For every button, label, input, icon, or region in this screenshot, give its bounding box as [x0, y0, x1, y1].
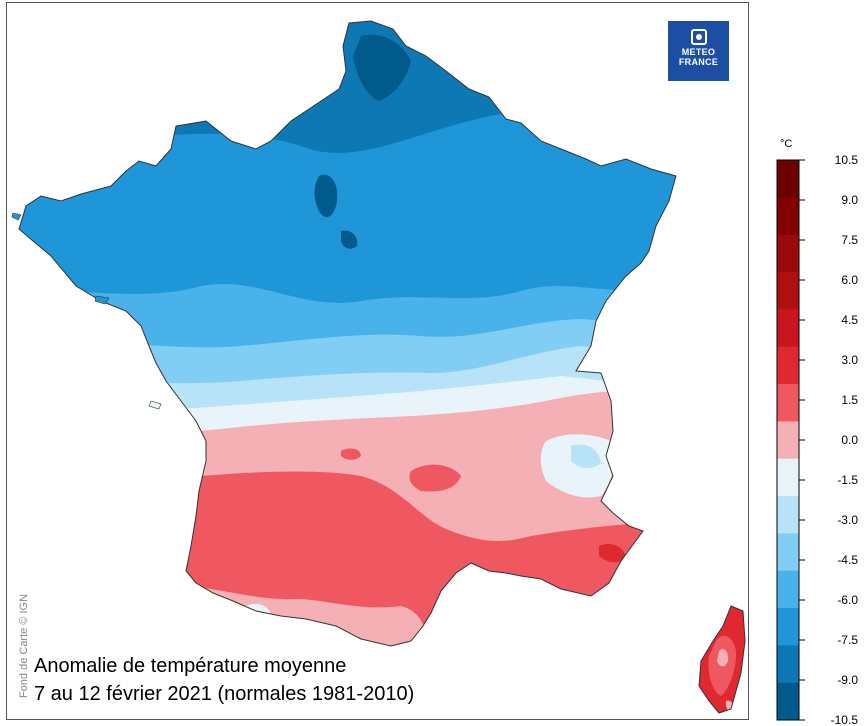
- caption-line2: 7 au 12 février 2021 (normales 1981-2010…: [34, 683, 415, 705]
- legend-tick-label: -1.5: [837, 473, 858, 487]
- anomaly-map: [11, 20, 746, 714]
- legend-swatch: [777, 234, 799, 273]
- legend-tick-label: 0.0: [841, 433, 858, 447]
- legend-tick-label: -7.5: [837, 633, 858, 647]
- legend-swatch: [777, 608, 799, 646]
- legend-tick-label: 3.0: [841, 353, 858, 367]
- legend-swatch: [777, 272, 799, 310]
- france-anomaly-field: [19, 21, 676, 646]
- map-frame: [6, 2, 749, 720]
- map-credit: Fond de Carte © IGN: [18, 593, 30, 699]
- legend-tick-label: -10.5: [831, 713, 859, 726]
- corsica-anomaly-field: [699, 606, 745, 713]
- logo-line2: FRANCE: [678, 57, 719, 67]
- legend-swatch: [777, 197, 799, 236]
- france-outline: [18, 20, 677, 647]
- legend-swatch: [777, 496, 799, 534]
- legend-swatch: [777, 682, 799, 721]
- legend-swatch: [777, 570, 799, 609]
- legend-swatch: [777, 458, 799, 497]
- legend-swatch: [777, 160, 799, 198]
- legend-tick-label: -6.0: [837, 593, 858, 607]
- island: [11, 212, 22, 221]
- legend-tick-label: -3.0: [837, 513, 858, 527]
- map-caption: Anomalie de température moyenne 7 au 12 …: [34, 652, 414, 708]
- island: [94, 295, 110, 305]
- color-legend: 10.5 9.0 7.5 6.0 4.5 3.0 1.5 0.0 -1.5 -3.0 -4.5 -6.…: [776, 153, 859, 726]
- legend-swatch: [777, 309, 799, 348]
- legend-swatch: [777, 384, 799, 422]
- legend-swatch: [777, 645, 799, 684]
- legend-tick-label: -9.0: [837, 673, 858, 687]
- legend-tick-label: 10.5: [835, 153, 859, 167]
- legend-swatch: [777, 346, 799, 385]
- island: [148, 400, 162, 410]
- meteo-france-logo: METEO FRANCE: [668, 21, 729, 81]
- legend-swatch: [777, 533, 799, 572]
- legend-tick-label: 6.0: [841, 273, 858, 287]
- legend-tick-label: -4.5: [837, 553, 858, 567]
- meteo-france-logo-icon: [690, 29, 707, 45]
- legend-tick-label: 9.0: [841, 193, 858, 207]
- legend-unit: °C: [780, 138, 793, 150]
- logo-line1: METEO: [681, 47, 716, 57]
- legend-tick-label: 4.5: [841, 313, 858, 327]
- legend-swatch: [777, 421, 799, 460]
- legend-tick-label: 1.5: [841, 393, 858, 407]
- corsica-outline: [698, 605, 746, 714]
- caption-line1: Anomalie de température moyenne: [34, 655, 347, 677]
- legend-tick-label: 7.5: [841, 233, 858, 247]
